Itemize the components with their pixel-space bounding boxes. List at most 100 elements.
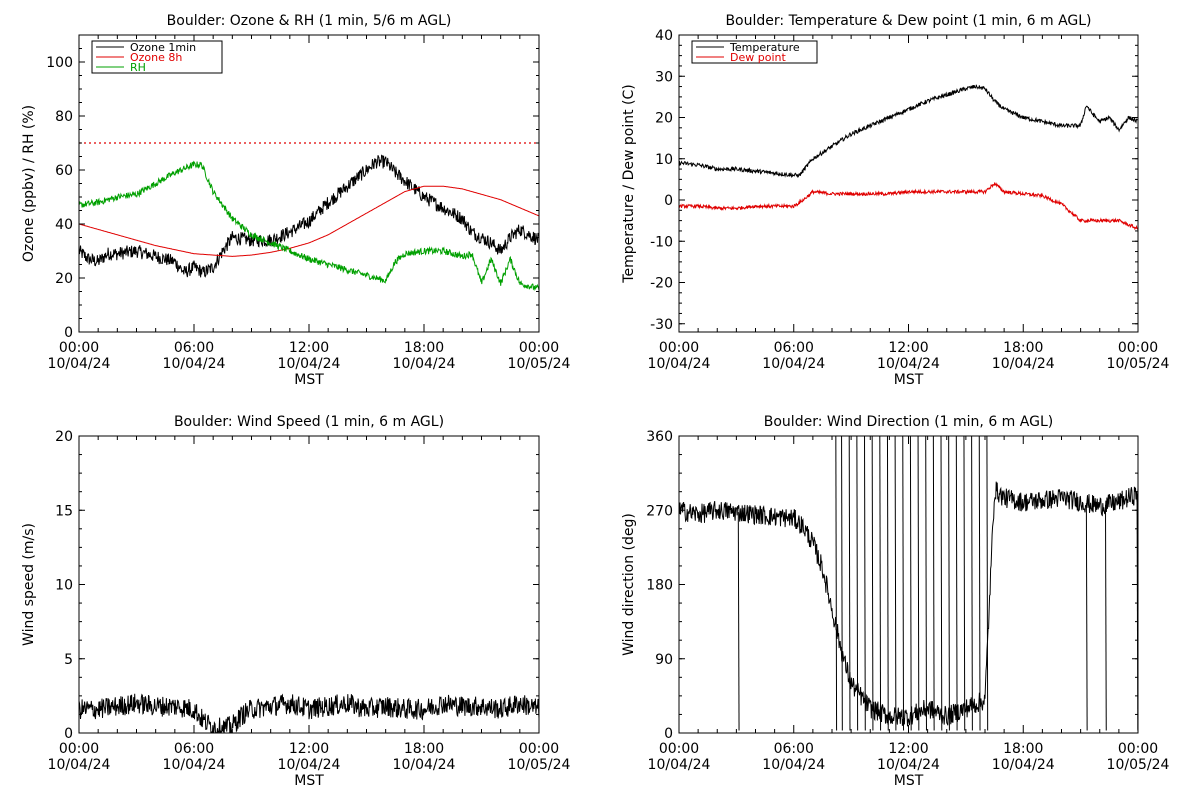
legend-entry: Ozone 8h <box>130 51 182 64</box>
wrap-spike <box>963 436 966 731</box>
series-line-ozone-1min <box>79 154 539 278</box>
x-tick-label: 12:00 <box>289 741 329 757</box>
wrap-spike <box>886 436 889 731</box>
y-tick-label: 360 <box>646 429 673 445</box>
x-tick-date: 10/04/24 <box>648 757 711 773</box>
x-tick-date: 10/05/24 <box>508 757 571 773</box>
x-tick-label: 18:00 <box>1003 340 1043 356</box>
y-tick-label: 80 <box>55 109 73 125</box>
x-tick-date: 10/04/24 <box>163 356 226 372</box>
x-tick-label: 06:00 <box>174 741 214 757</box>
wrap-spike <box>1085 503 1088 731</box>
x-tick-date: 10/04/24 <box>992 757 1055 773</box>
x-tick-label: 00:00 <box>519 340 559 356</box>
chart-title: Boulder: Ozone & RH (1 min, 5/6 m AGL) <box>167 13 452 29</box>
wrap-spike <box>940 436 943 731</box>
x-tick-date: 10/05/24 <box>508 356 571 372</box>
y-tick-label: 20 <box>655 111 673 127</box>
x-tick-date: 10/04/24 <box>278 757 341 773</box>
x-tick-label: 12:00 <box>888 340 928 356</box>
chart-title: Boulder: Wind Speed (1 min, 6 m AGL) <box>174 414 444 430</box>
y-tick-label: 15 <box>55 503 73 519</box>
wrap-spike <box>864 436 866 731</box>
x-tick-label: 18:00 <box>404 741 444 757</box>
legend-entry: RH <box>130 61 146 74</box>
wrap-spike <box>894 436 897 731</box>
y-tick-label: 90 <box>655 652 673 668</box>
x-axis-label: MST <box>294 372 324 388</box>
y-axis-label: Temperature / Dew point (C) <box>621 84 637 283</box>
y-tick-label: 40 <box>655 28 673 44</box>
x-axis-label: MST <box>894 372 924 388</box>
y-tick-label: 270 <box>646 503 673 519</box>
plot-area <box>679 84 1138 231</box>
x-tick-date: 10/04/24 <box>992 356 1055 372</box>
x-tick-date: 10/04/24 <box>393 757 456 773</box>
x-tick-date: 10/05/24 <box>1107 757 1170 773</box>
x-tick-label: 12:00 <box>289 340 329 356</box>
x-tick-date: 10/05/24 <box>1107 356 1170 372</box>
x-tick-label: 00:00 <box>1118 741 1158 757</box>
wrap-spike <box>948 436 950 731</box>
y-tick-label: -20 <box>650 276 673 292</box>
y-tick-label: 100 <box>46 55 73 71</box>
wrap-spike <box>925 436 927 731</box>
wrap-spike <box>902 436 905 731</box>
x-tick-label: 00:00 <box>59 741 99 757</box>
wrap-spike <box>871 436 874 731</box>
y-tick-label: 0 <box>64 325 73 341</box>
wrap-spike <box>909 436 912 731</box>
panel-2: Boulder: Temperature & Dew point (1 min,… <box>621 13 1170 388</box>
x-tick-date: 10/04/24 <box>278 356 341 372</box>
wrap-spike <box>978 436 981 731</box>
y-tick-label: 60 <box>55 163 73 179</box>
plot-area <box>79 693 539 733</box>
panel-3: Boulder: Wind Speed (1 min, 6 m AGL) 0 5 10… <box>21 414 571 789</box>
y-tick-label: 30 <box>655 69 673 85</box>
wrap-spike <box>917 436 920 731</box>
wrap-spike <box>879 436 882 731</box>
wrap-spike <box>1104 504 1107 731</box>
legend-entry: Dew point <box>730 51 786 64</box>
x-tick-label: 18:00 <box>404 340 444 356</box>
plot-frame <box>78 435 540 734</box>
x-tick-label: 00:00 <box>1118 340 1158 356</box>
x-tick-date: 10/04/24 <box>762 356 825 372</box>
x-tick-label: 00:00 <box>59 340 99 356</box>
wrap-spike <box>932 436 935 731</box>
wrap-spike <box>841 436 843 731</box>
plot-frame <box>678 34 1139 333</box>
x-tick-label: 12:00 <box>888 741 928 757</box>
chart-title: Boulder: Wind Direction (1 min, 6 m AGL) <box>764 414 1053 430</box>
panel-1: Boulder: Ozone & RH (1 min, 5/6 m AGL) 0 2… <box>21 13 571 388</box>
series-line-dew-point <box>679 182 1138 231</box>
x-tick-date: 10/04/24 <box>393 356 456 372</box>
wrap-spike <box>971 436 973 731</box>
wrap-spike <box>986 436 989 731</box>
series-line-data <box>79 693 539 733</box>
y-axis-label: Ozone (ppbv) / RH (%) <box>21 105 37 262</box>
panel-4: Boulder: Wind Direction (1 min, 6 m AGL)… <box>621 414 1170 789</box>
wrap-spike <box>737 512 740 731</box>
y-tick-label: 20 <box>55 271 73 287</box>
x-tick-date: 10/04/24 <box>762 757 825 773</box>
y-tick-label: 20 <box>55 429 73 445</box>
x-tick-date: 10/04/24 <box>163 757 226 773</box>
y-tick-label: 40 <box>55 217 73 233</box>
y-tick-label: 0 <box>64 726 73 742</box>
x-tick-label: 06:00 <box>774 741 814 757</box>
x-tick-date: 10/04/24 <box>648 356 711 372</box>
y-axis-label: Wind speed (m/s) <box>21 523 37 646</box>
y-tick-label: 5 <box>64 652 73 668</box>
x-tick-label: 06:00 <box>174 340 214 356</box>
x-tick-date: 10/04/24 <box>877 356 940 372</box>
y-tick-label: 10 <box>655 152 673 168</box>
y-tick-label: -10 <box>650 234 673 250</box>
y-tick-label: 180 <box>646 578 673 594</box>
x-axis-label: MST <box>294 773 324 789</box>
legend-entry: Temperature <box>729 41 800 54</box>
y-tick-label: -30 <box>650 317 673 333</box>
